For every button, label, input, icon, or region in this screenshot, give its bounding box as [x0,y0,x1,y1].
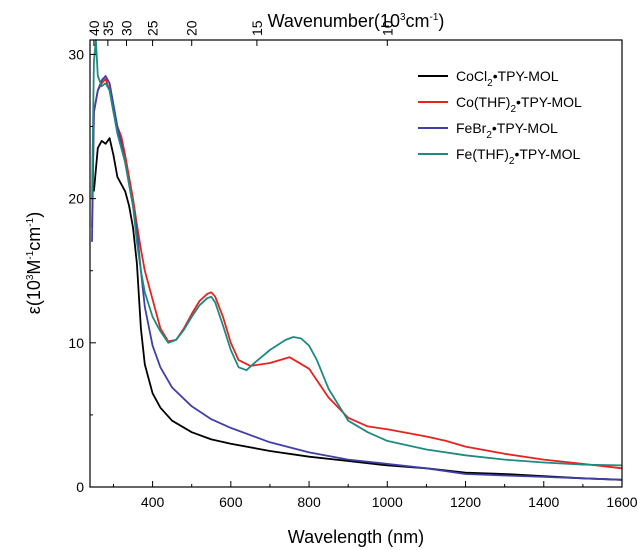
x-axis-ticks: 400 600 800 1000 1200 1400 1600 [113,481,637,510]
legend: CoCl2•TPY-MOL Co(THF)2•TPY-MOL FeBr2•TPY-M… [418,68,582,167]
legend-label: FeBr2•TPY-MOL [456,120,558,141]
x-tick-label: 1000 [372,494,403,510]
series-line-1 [94,138,622,480]
x-tick-label: 1200 [450,494,481,510]
x2-tick-label: 15 [249,20,265,36]
legend-label: CoCl2•TPY-MOL [456,68,559,89]
y-tick-label: 30 [68,46,84,62]
legend-label: Co(THF)2•TPY-MOL [456,94,582,115]
x-axis-title: Wavelength (nm) [288,527,424,547]
x-tick-label: 1400 [528,494,559,510]
x2-tick-label: 30 [119,20,135,36]
y-tick-label: 10 [68,335,84,351]
x2-tick-label: 25 [145,20,161,36]
x2-axis-title: Wavenumber(103cm-1) [268,11,445,31]
x-tick-label: 1600 [606,494,637,510]
x2-tick-label: 20 [184,20,200,36]
x-tick-label: 600 [219,494,243,510]
legend-label: Fe(THF)2•TPY-MOL [456,146,581,167]
y-tick-label: 0 [76,479,84,495]
y-axis-ticks: 0 10 20 30 [68,46,96,495]
series-line-2 [92,79,622,468]
x-tick-label: 400 [141,494,165,510]
y-tick-label: 20 [68,191,84,207]
y-axis-title: ε(103M-1cm-1) [24,212,44,314]
x2-tick-label: 35 [100,20,116,36]
x-tick-label: 800 [297,494,321,510]
